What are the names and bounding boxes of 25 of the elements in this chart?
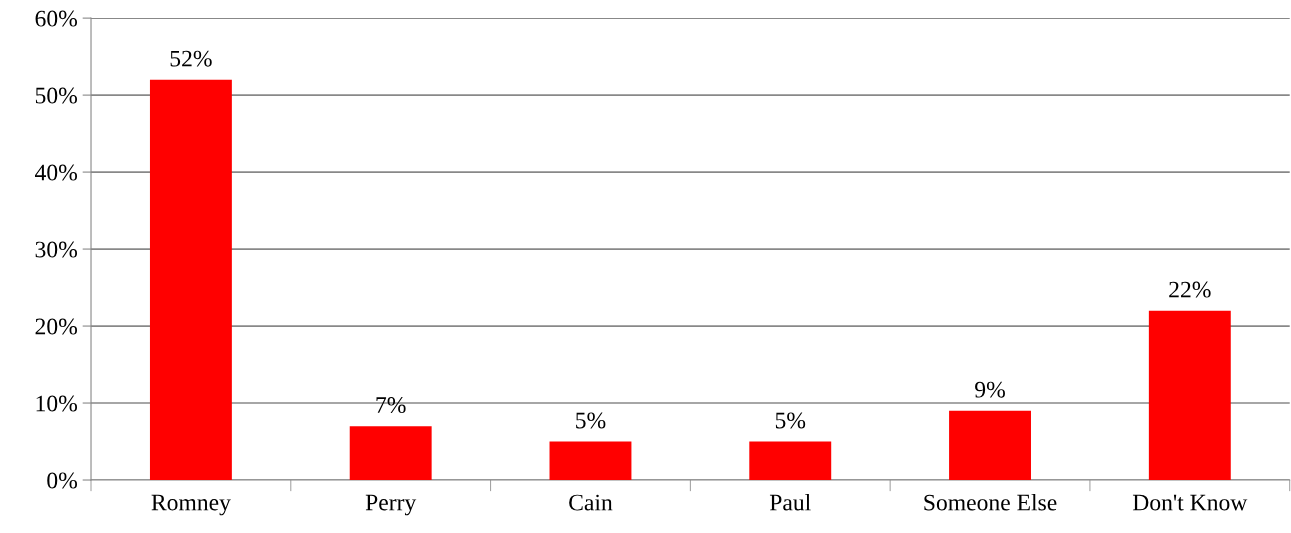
y-tick-label: 50% <box>35 87 78 104</box>
data-label: 5% <box>576 412 606 429</box>
bar <box>549 441 632 481</box>
bar <box>1148 310 1231 481</box>
bar <box>149 79 232 481</box>
x-tick-label: Don't Know <box>1132 494 1248 511</box>
y-tick-label: 40% <box>35 164 78 181</box>
x-tick-label: Someone Else <box>924 493 1057 511</box>
x-tick-label: Romney <box>151 494 231 516</box>
data-label: 7% <box>376 397 406 414</box>
x-tick-label: Perry <box>365 494 417 516</box>
bar <box>949 410 1031 481</box>
data-label: 22% <box>1169 281 1211 298</box>
y-tick-label: 10% <box>36 395 78 412</box>
y-tick-label: 20% <box>35 318 78 335</box>
y-tick-label: 60% <box>35 10 78 27</box>
y-tick-label: 0% <box>47 472 78 489</box>
data-label: 52% <box>170 50 212 67</box>
x-tick-label: Cain <box>569 494 613 511</box>
y-tick-label: 30% <box>35 241 78 258</box>
bar <box>349 426 432 481</box>
data-label: 5% <box>775 412 806 429</box>
data-label: 9% <box>975 381 1005 398</box>
x-tick-label: Paul <box>769 493 811 511</box>
bar <box>749 441 832 481</box>
